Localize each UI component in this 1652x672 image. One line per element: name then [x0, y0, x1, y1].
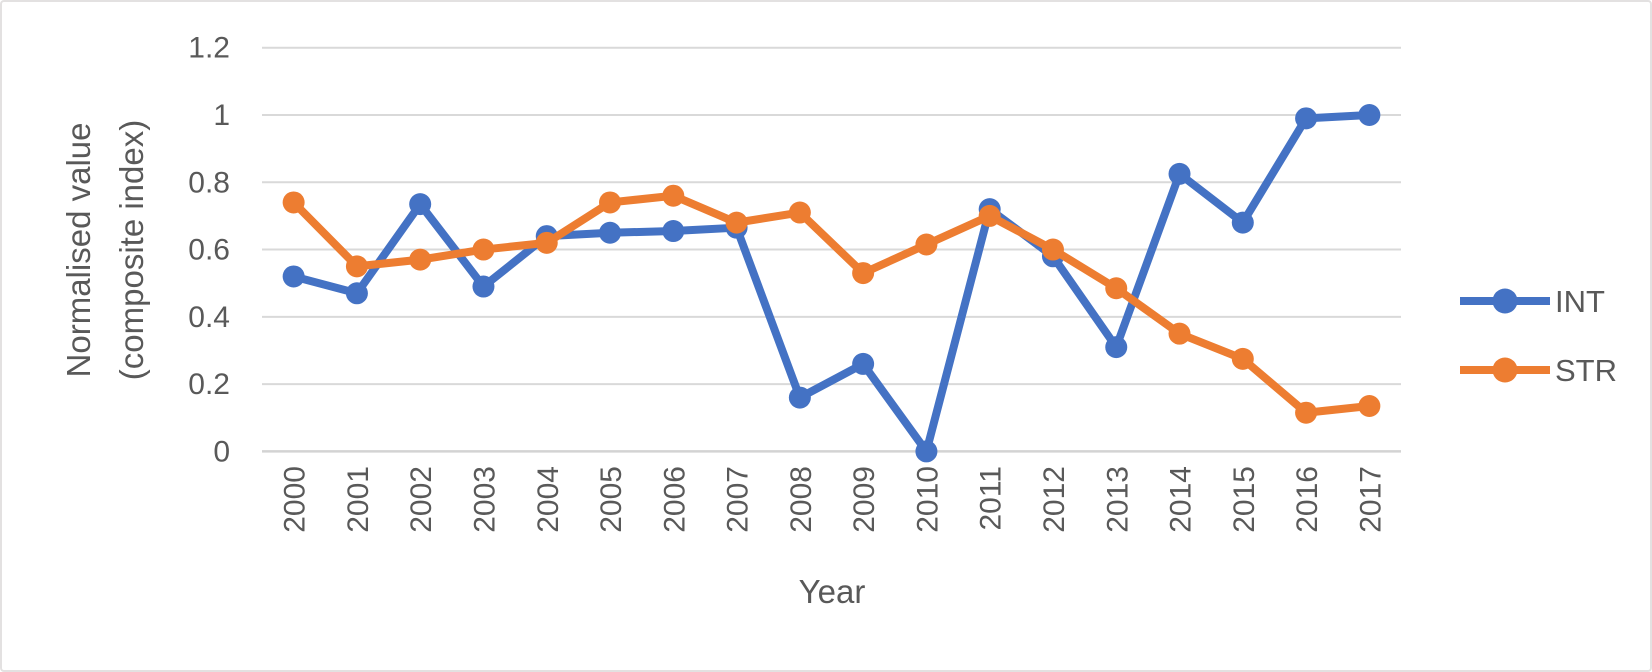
x-tick-label: 2011: [975, 466, 1008, 531]
y-axis-title-line2: (composite index): [113, 120, 150, 380]
axis-tick-labels: 0 0.2 0.4 0.6 0.8 1 1.2 2000 2001 2002 2003 2004 200…: [188, 32, 1387, 533]
data-point-int-2000: [282, 265, 305, 288]
x-tick-label: 2000: [279, 466, 312, 533]
legend-item-int: INT: [1460, 284, 1605, 319]
data-point-int-2008: [788, 386, 811, 409]
x-tick-label: 2016: [1291, 466, 1324, 533]
data-point-int-2003: [472, 275, 495, 298]
y-axis-title-line1: Normalised value: [60, 123, 97, 378]
legend: INT STR: [1460, 284, 1617, 388]
data-point-str-2014: [1168, 322, 1191, 345]
x-tick-label: 2007: [722, 466, 755, 533]
y-tick-label: 0.8: [188, 166, 230, 199]
x-tick-label: 2017: [1354, 466, 1387, 533]
x-tick-label: 2009: [848, 466, 881, 533]
data-point-int-2002: [409, 193, 432, 216]
data-point-int-2009: [852, 352, 875, 375]
x-tick-label: 2012: [1038, 466, 1071, 533]
y-tick-label: 0.6: [188, 234, 230, 267]
x-tick-label: 2004: [532, 466, 565, 533]
data-point-int-2001: [345, 282, 368, 305]
data-point-str-2016: [1295, 401, 1318, 424]
x-tick-label: 2014: [1165, 466, 1198, 533]
data-point-int-2014: [1168, 162, 1191, 185]
data-point-str-2012: [1041, 238, 1064, 261]
x-tick-label: 2001: [342, 466, 375, 533]
x-tick-label: 2006: [658, 466, 691, 533]
data-point-str-2003: [472, 238, 495, 261]
x-axis-title: Year: [799, 573, 866, 610]
x-tick-label: 2003: [468, 466, 501, 533]
gridlines: [262, 46, 1401, 453]
series-line-int: [289, 110, 1374, 456]
data-point-str-2015: [1231, 347, 1254, 370]
data-point-str-2006: [662, 184, 685, 207]
data-point-int-2017: [1358, 103, 1381, 126]
x-tick-label: 2002: [405, 466, 438, 533]
data-point-int-2015: [1231, 211, 1254, 234]
y-tick-label: 0: [213, 435, 230, 468]
y-tick-label: 1: [213, 99, 230, 132]
data-point-str-2013: [1105, 277, 1128, 300]
data-point-str-2001: [345, 255, 368, 278]
y-tick-label: 0.4: [188, 301, 230, 334]
data-point-str-2017: [1358, 394, 1381, 417]
data-point-str-2000: [282, 191, 305, 214]
legend-marker: [1492, 357, 1518, 383]
y-tick-label: 1.2: [188, 32, 230, 65]
data-point-str-2009: [852, 262, 875, 285]
data-point-str-2011: [978, 204, 1001, 227]
x-tick-label: 2005: [595, 466, 628, 533]
data-point-str-2005: [599, 191, 622, 214]
legend-marker: [1492, 288, 1518, 314]
data-point-int-2006: [662, 220, 685, 243]
data-point-str-2007: [725, 211, 748, 234]
data-point-int-2016: [1295, 107, 1318, 130]
data-point-str-2010: [915, 233, 938, 256]
y-tick-label: 0.2: [188, 368, 230, 401]
x-tick-label: 2015: [1228, 466, 1261, 533]
x-tick-label: 2010: [911, 466, 944, 533]
legend-item-str: STR: [1460, 353, 1617, 388]
legend-label: INT: [1555, 284, 1605, 319]
data-point-str-2004: [535, 231, 558, 254]
data-point-int-2010: [915, 440, 938, 463]
series-lines: [282, 103, 1381, 463]
data-point-str-2002: [409, 248, 432, 271]
data-point-int-2013: [1105, 336, 1128, 359]
x-tick-label: 2008: [785, 466, 818, 533]
x-tick-label: 2013: [1101, 466, 1134, 533]
data-point-int-2005: [599, 221, 622, 244]
legend-label: STR: [1555, 353, 1617, 388]
data-point-str-2008: [788, 201, 811, 224]
